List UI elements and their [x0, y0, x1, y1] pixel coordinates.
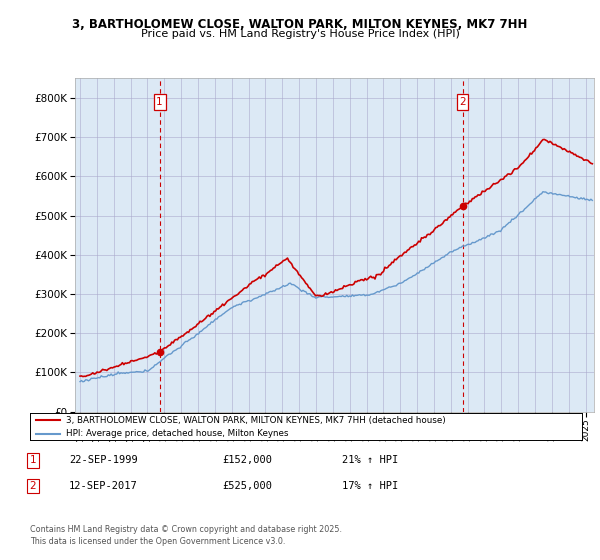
Text: HPI: Average price, detached house, Milton Keynes: HPI: Average price, detached house, Milt… — [66, 429, 289, 438]
Text: 1: 1 — [29, 455, 37, 465]
Text: £152,000: £152,000 — [222, 455, 272, 465]
Text: 17% ↑ HPI: 17% ↑ HPI — [342, 481, 398, 491]
Text: 12-SEP-2017: 12-SEP-2017 — [69, 481, 138, 491]
Text: £525,000: £525,000 — [222, 481, 272, 491]
Text: 22-SEP-1999: 22-SEP-1999 — [69, 455, 138, 465]
Text: 3, BARTHOLOMEW CLOSE, WALTON PARK, MILTON KEYNES, MK7 7HH: 3, BARTHOLOMEW CLOSE, WALTON PARK, MILTO… — [73, 18, 527, 31]
Text: 1: 1 — [156, 97, 163, 107]
Text: 2: 2 — [459, 97, 466, 107]
Text: 21% ↑ HPI: 21% ↑ HPI — [342, 455, 398, 465]
Text: 3, BARTHOLOMEW CLOSE, WALTON PARK, MILTON KEYNES, MK7 7HH (detached house): 3, BARTHOLOMEW CLOSE, WALTON PARK, MILTO… — [66, 416, 446, 424]
Text: Contains HM Land Registry data © Crown copyright and database right 2025.
This d: Contains HM Land Registry data © Crown c… — [30, 525, 342, 546]
Text: 2: 2 — [29, 481, 37, 491]
Text: Price paid vs. HM Land Registry's House Price Index (HPI): Price paid vs. HM Land Registry's House … — [140, 29, 460, 39]
